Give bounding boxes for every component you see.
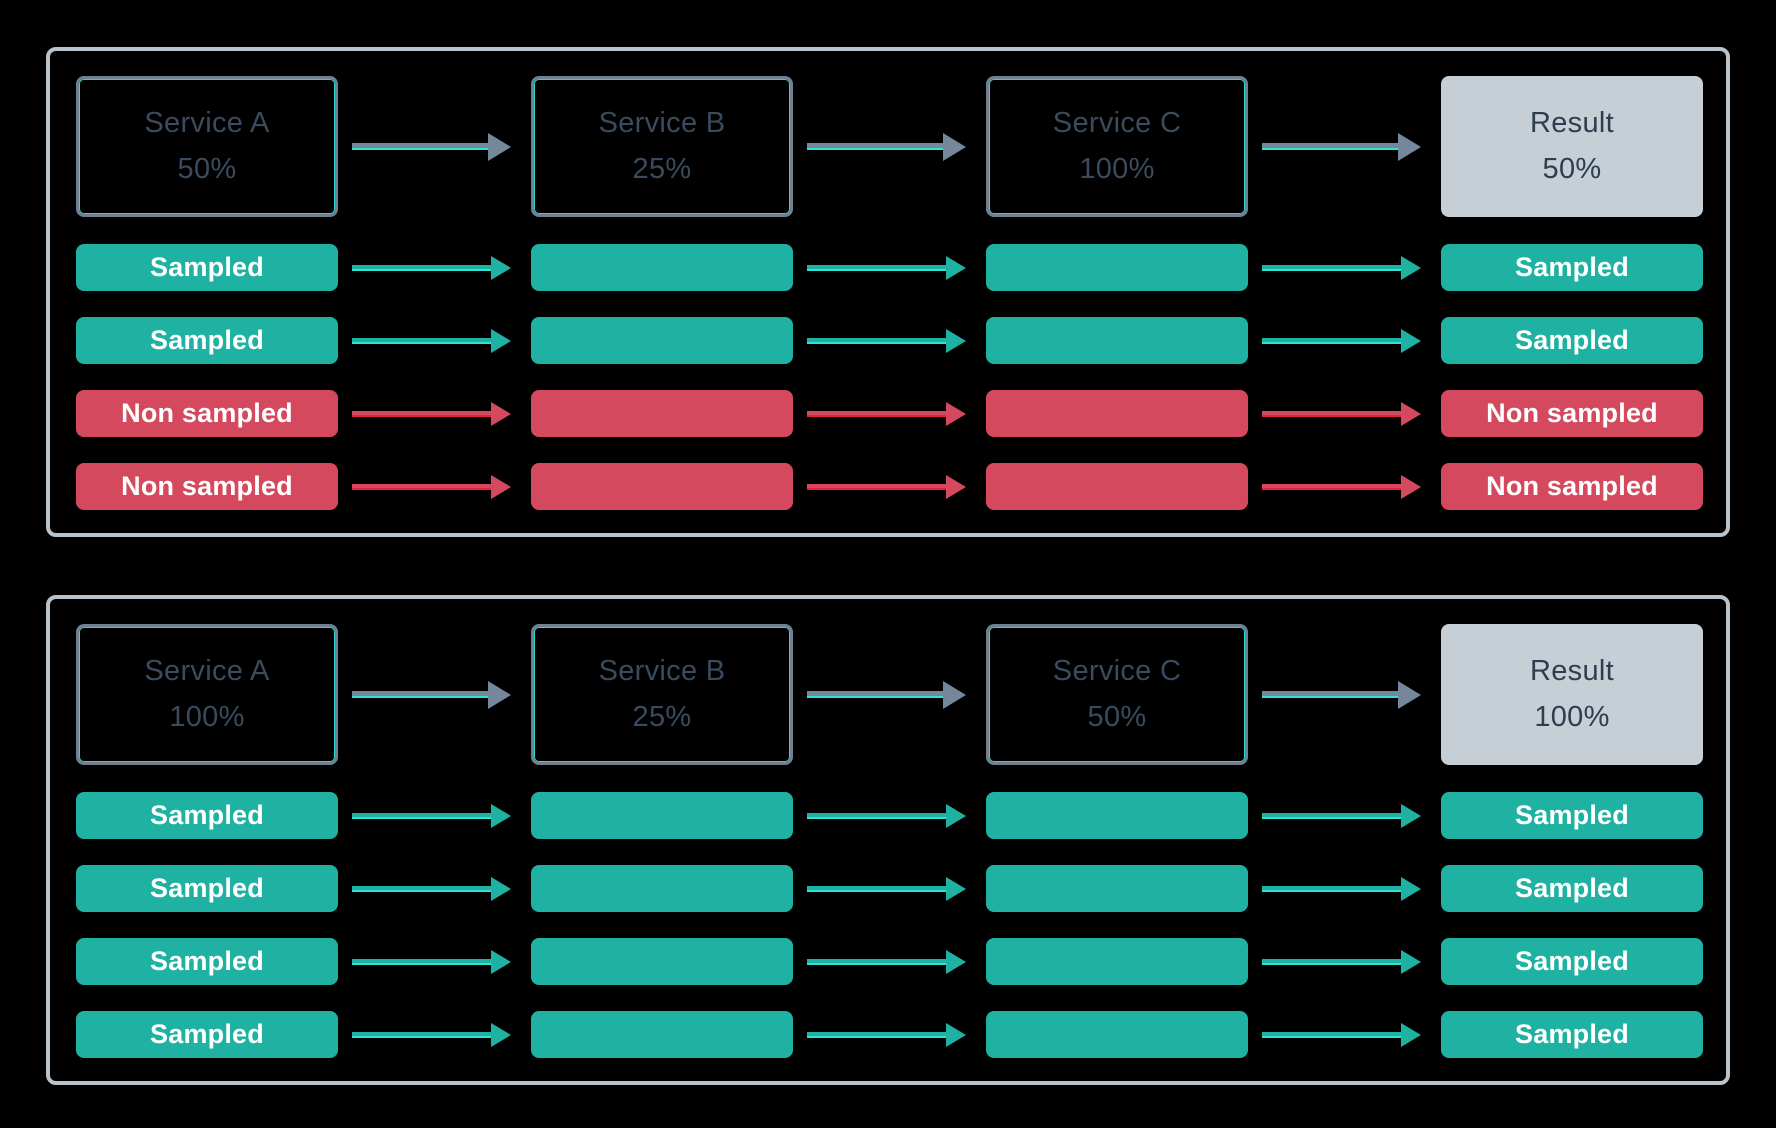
non-sampled-pill: Non sampled bbox=[1441, 463, 1703, 510]
non-sampled-pill: Non sampled bbox=[76, 463, 338, 510]
sampled-arrow-icon bbox=[807, 252, 966, 284]
sampled-pill bbox=[531, 792, 793, 839]
trace-row: Sampled Sampled bbox=[76, 938, 1703, 985]
service-rate: 50% bbox=[1087, 701, 1147, 733]
non-sampled-pill bbox=[986, 463, 1248, 510]
service-rate: 100% bbox=[1079, 153, 1155, 185]
trace-row: Sampled Sampled bbox=[76, 317, 1703, 364]
sampled-arrow-icon bbox=[352, 252, 511, 284]
service-a-box: Service A 50% bbox=[76, 76, 338, 217]
result-box: Result 100% bbox=[1441, 624, 1703, 765]
non-sampled-pill bbox=[531, 390, 793, 437]
sampled-arrow-icon bbox=[352, 1019, 511, 1051]
non-sampled-arrow-icon bbox=[807, 471, 966, 503]
trace-row: Non sampled Non sampled bbox=[76, 390, 1703, 437]
service-a-box: Service A 100% bbox=[76, 624, 338, 765]
sampled-pill bbox=[531, 1011, 793, 1058]
non-sampled-arrow-icon bbox=[352, 398, 511, 430]
non-sampled-pill bbox=[531, 463, 793, 510]
sampled-pill: Sampled bbox=[1441, 792, 1703, 839]
non-sampled-pill bbox=[986, 390, 1248, 437]
non-sampled-arrow-icon bbox=[807, 398, 966, 430]
trace-row: Sampled Sampled bbox=[76, 1011, 1703, 1058]
trace-row: Non sampled Non sampled bbox=[76, 463, 1703, 510]
sampled-arrow-icon bbox=[352, 325, 511, 357]
sampled-pill: Sampled bbox=[76, 317, 338, 364]
result-box: Result 50% bbox=[1441, 76, 1703, 217]
sampled-pill: Sampled bbox=[1441, 865, 1703, 912]
sampled-arrow-icon bbox=[1262, 325, 1421, 357]
service-name: Service A bbox=[144, 107, 270, 139]
sampled-pill bbox=[986, 865, 1248, 912]
services-row: Service A 100% Service B 25% Service C 5… bbox=[76, 624, 1703, 765]
non-sampled-arrow-icon bbox=[1262, 398, 1421, 430]
non-sampled-arrow-icon bbox=[352, 471, 511, 503]
service-name: Service B bbox=[598, 107, 726, 139]
sampled-pill bbox=[531, 317, 793, 364]
service-rate: 25% bbox=[632, 701, 692, 733]
sampled-pill: Sampled bbox=[76, 1011, 338, 1058]
flow-arrow-icon bbox=[1262, 131, 1421, 163]
non-sampled-arrow-icon bbox=[1262, 471, 1421, 503]
sampling-diagram-panel-2: Service A 100% Service B 25% Service C 5… bbox=[46, 595, 1730, 1085]
sampled-pill: Sampled bbox=[1441, 938, 1703, 985]
sampled-arrow-icon bbox=[1262, 800, 1421, 832]
non-sampled-pill: Non sampled bbox=[76, 390, 338, 437]
service-rate: 50% bbox=[177, 153, 237, 185]
sampled-arrow-icon bbox=[1262, 873, 1421, 905]
sampled-pill: Sampled bbox=[1441, 244, 1703, 291]
trace-row: Sampled Sampled bbox=[76, 865, 1703, 912]
non-sampled-pill: Non sampled bbox=[1441, 390, 1703, 437]
sampled-arrow-icon bbox=[1262, 252, 1421, 284]
result-rate: 100% bbox=[1534, 701, 1610, 733]
service-name: Service B bbox=[598, 655, 726, 687]
flow-arrow-icon bbox=[807, 131, 966, 163]
service-rate: 25% bbox=[632, 153, 692, 185]
sampled-arrow-icon bbox=[1262, 946, 1421, 978]
sampled-pill: Sampled bbox=[76, 865, 338, 912]
flow-arrow-icon bbox=[1262, 679, 1421, 711]
sampled-pill bbox=[986, 1011, 1248, 1058]
flow-arrow-icon bbox=[352, 679, 511, 711]
sampled-pill bbox=[986, 938, 1248, 985]
service-name: Service C bbox=[1052, 655, 1182, 687]
trace-row: Sampled Sampled bbox=[76, 792, 1703, 839]
sampled-pill bbox=[986, 244, 1248, 291]
sampled-pill bbox=[531, 938, 793, 985]
sampled-arrow-icon bbox=[352, 800, 511, 832]
sampled-arrow-icon bbox=[352, 873, 511, 905]
result-label: Result bbox=[1530, 655, 1614, 687]
service-name: Service C bbox=[1052, 107, 1182, 139]
sampled-pill: Sampled bbox=[1441, 317, 1703, 364]
service-name: Service A bbox=[144, 655, 270, 687]
sampled-pill bbox=[986, 792, 1248, 839]
sampled-pill bbox=[986, 317, 1248, 364]
trace-row: Sampled Sampled bbox=[76, 244, 1703, 291]
service-c-box: Service C 100% bbox=[986, 76, 1248, 217]
flow-arrow-icon bbox=[352, 131, 511, 163]
sampled-arrow-icon bbox=[807, 325, 966, 357]
sampled-pill: Sampled bbox=[76, 792, 338, 839]
service-b-box: Service B 25% bbox=[531, 76, 793, 217]
sampled-pill bbox=[531, 865, 793, 912]
sampled-arrow-icon bbox=[807, 873, 966, 905]
sampled-pill: Sampled bbox=[76, 244, 338, 291]
service-b-box: Service B 25% bbox=[531, 624, 793, 765]
sampled-pill: Sampled bbox=[1441, 1011, 1703, 1058]
sampled-arrow-icon bbox=[807, 946, 966, 978]
service-c-box: Service C 50% bbox=[986, 624, 1248, 765]
result-rate: 50% bbox=[1542, 153, 1602, 185]
service-rate: 100% bbox=[169, 701, 245, 733]
result-label: Result bbox=[1530, 107, 1614, 139]
sampled-arrow-icon bbox=[352, 946, 511, 978]
flow-arrow-icon bbox=[807, 679, 966, 711]
sampled-arrow-icon bbox=[807, 800, 966, 832]
sampled-arrow-icon bbox=[807, 1019, 966, 1051]
sampling-diagram-panel-1: Service A 50% Service B 25% Service C 10… bbox=[46, 47, 1730, 537]
sampled-pill: Sampled bbox=[76, 938, 338, 985]
sampled-arrow-icon bbox=[1262, 1019, 1421, 1051]
services-row: Service A 50% Service B 25% Service C 10… bbox=[76, 76, 1703, 217]
sampled-pill bbox=[531, 244, 793, 291]
